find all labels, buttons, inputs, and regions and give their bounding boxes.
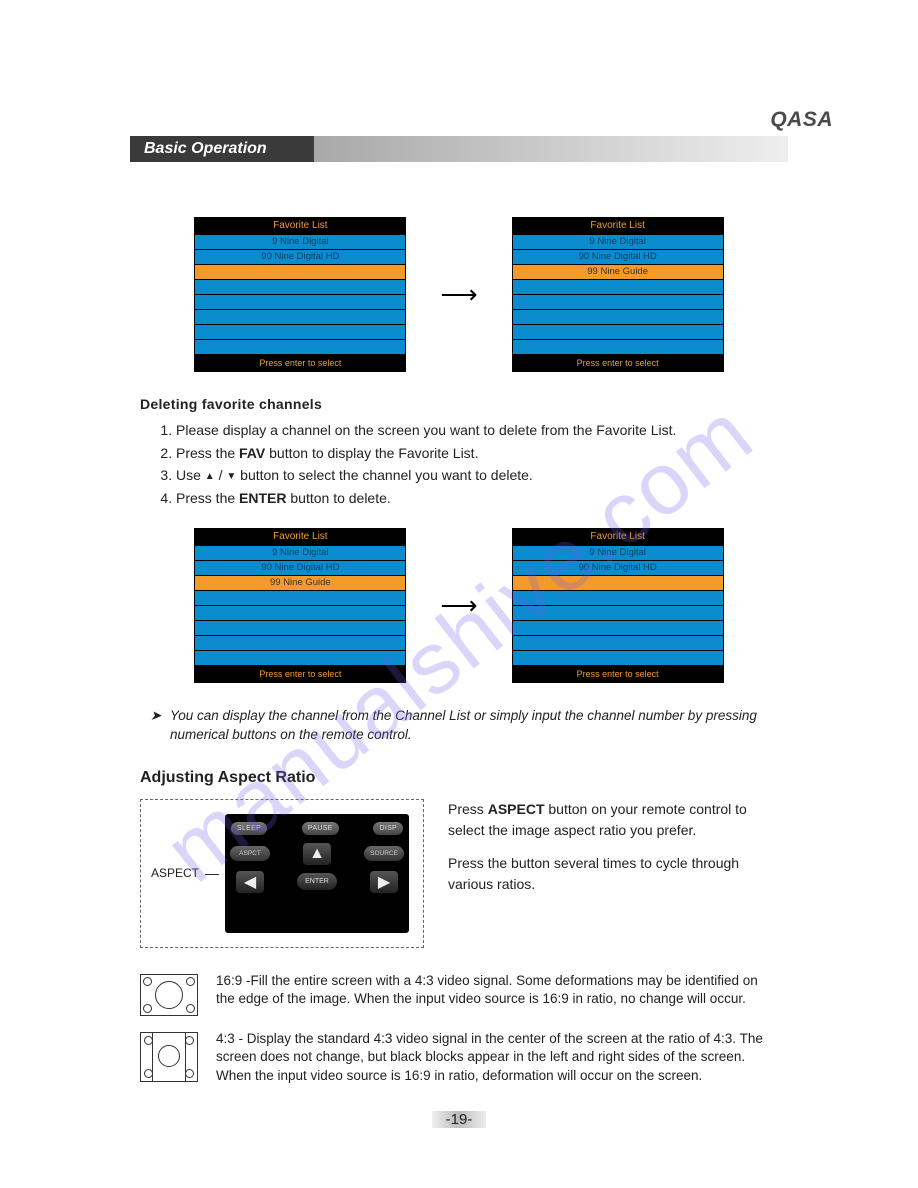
aspect-p2: Press the button several times to cycle … [448,853,778,895]
favlist-row [513,575,723,590]
arrow-right-icon: ⟶ [434,590,483,621]
note-text: You can display the channel from the Cha… [170,707,778,745]
remote-dpad-grid: ASPCT ▲ SOURCE ◀ ENTER ▶ ▼ [231,841,403,923]
favlist-row [195,635,405,650]
favlist-row: 99 Nine Guide [195,575,405,590]
step-item: Press the FAV button to display the Favo… [176,443,778,465]
favlist-row: 90 Nine Digital HD [513,560,723,575]
favlist-row: 9 Nine Digital [195,545,405,560]
favlist-row: 90 Nine Digital HD [195,249,405,264]
arrow-right-icon: ⟶ [434,279,483,310]
favlist-row [513,279,723,294]
source-button: SOURCE [364,846,404,861]
favlist-row: 9 Nine Digital [513,234,723,249]
aspect-heading: Adjusting Aspect Ratio [140,769,778,787]
step-item: Press the ENTER button to delete. [176,488,778,510]
favlist-row: 9 Nine Digital [513,545,723,560]
favlist-row [195,590,405,605]
manual-page: QASA Basic Operation manualshive.com Fav… [0,0,918,1188]
favlist-row: 99 Nine Guide [513,264,723,279]
section-header-bar: Basic Operation [130,136,788,162]
favlist-row: 9 Nine Digital [195,234,405,249]
remote-illustration-frame: ASPECT — SLEEP PAUSE DISP ASPCT ▲ SOURCE… [140,799,424,948]
favlist-row [513,324,723,339]
aspect-button: ASPCT [230,846,270,861]
ratio-169-text: 16:9 -Fill the entire screen with a 4:3 … [216,972,778,1016]
favlist-row [513,650,723,665]
favlist-row: 90 Nine Digital HD [195,560,405,575]
dpad-up-icon: ▲ [303,843,331,865]
delete-steps-list: Please display a channel on the screen y… [158,420,778,510]
sleep-button: SLEEP [231,822,267,835]
favlist-row [513,590,723,605]
aspect-p1: Press ASPECT button on your remote contr… [448,799,778,841]
favlist-row [195,605,405,620]
favlist-box: Favorite List9 Nine Digital90 Nine Digit… [512,528,724,683]
favlist-row [513,635,723,650]
brand-logo: QASA [770,108,833,132]
favlist-row [195,620,405,635]
favlist-row [195,309,405,324]
favlist-row [195,339,405,354]
dpad-right-icon: ▶ [370,871,398,893]
favlist-row [195,279,405,294]
callout-line-icon: — [205,865,219,881]
dpad-left-icon: ◀ [236,871,264,893]
ratio-169-row: 16:9 -Fill the entire screen with a 4:3 … [140,972,778,1016]
remote-top-row: SLEEP PAUSE DISP [231,822,403,835]
page-content: Favorite List9 Nine Digital90 Nine Digit… [140,217,778,1086]
page-number: -19- [0,1111,918,1128]
disp-button: DISP [373,822,403,835]
favlist-box: Favorite List9 Nine Digital90 Nine Digit… [194,528,406,683]
ratio-43-icon [140,1032,198,1082]
favlist-row [513,294,723,309]
favlist-pair-delete: Favorite List9 Nine Digital90 Nine Digit… [140,528,778,683]
favlist-box: Favorite List9 Nine Digital90 Nine Digit… [194,217,406,372]
favlist-row [195,294,405,309]
note-row: ➤ You can display the channel from the C… [150,707,778,745]
favlist-row [513,620,723,635]
favlist-box: Favorite List9 Nine Digital90 Nine Digit… [512,217,724,372]
aspect-description: Press ASPECT button on your remote contr… [448,799,778,907]
delete-heading: Deleting favorite channels [140,396,778,412]
favlist-pair-add: Favorite List9 Nine Digital90 Nine Digit… [140,217,778,372]
section-title: Basic Operation [130,140,267,158]
ratio-169-icon [140,974,198,1016]
ratio-43-text: 4:3 - Display the standard 4:3 video sig… [216,1030,778,1087]
favlist-row [195,650,405,665]
favlist-row: 90 Nine Digital HD [513,249,723,264]
ratio-43-row: 4:3 - Display the standard 4:3 video sig… [140,1030,778,1087]
favlist-row [513,339,723,354]
step-item: Use ▲ / ▼ button to select the channel y… [176,465,778,487]
down-triangle-icon: ▼ [226,471,236,482]
favlist-row [513,605,723,620]
favlist-row [513,309,723,324]
enter-button: ENTER [297,873,337,890]
remote-control-illustration: SLEEP PAUSE DISP ASPCT ▲ SOURCE ◀ ENTER … [225,814,409,933]
aspect-callout-label: ASPECT [151,866,199,880]
favlist-row [195,324,405,339]
step-item: Please display a channel on the screen y… [176,420,778,442]
pause-button: PAUSE [302,822,339,835]
favlist-row [195,264,405,279]
aspect-block: ASPECT — SLEEP PAUSE DISP ASPCT ▲ SOURCE… [140,799,778,948]
note-bullet-icon: ➤ [150,707,162,745]
up-triangle-icon: ▲ [205,471,215,482]
